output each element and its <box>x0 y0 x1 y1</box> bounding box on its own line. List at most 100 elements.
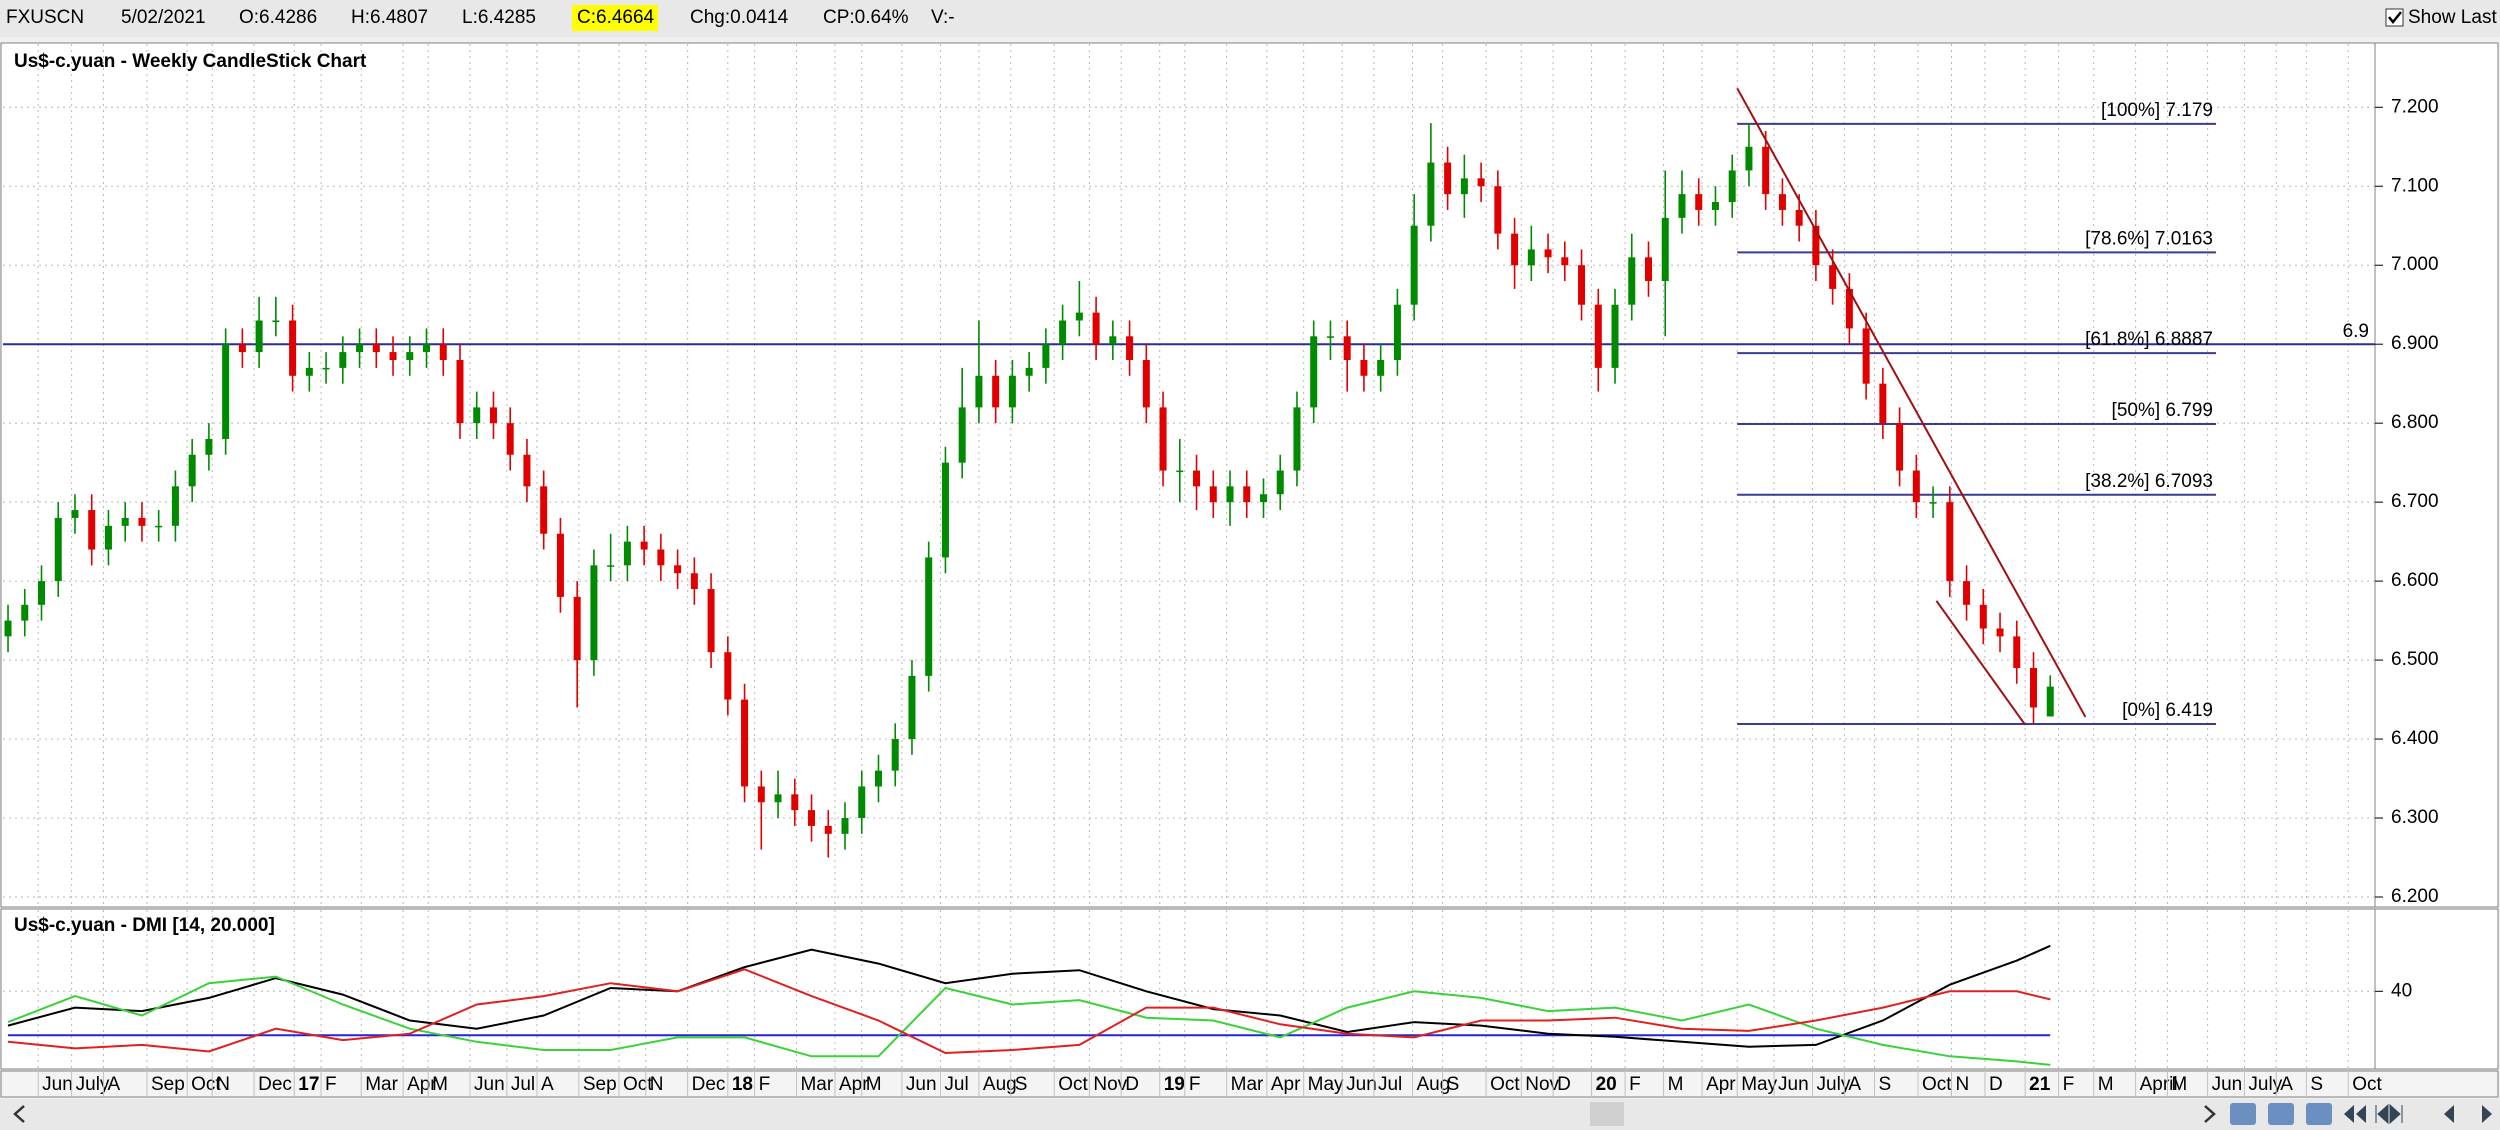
x-tick-label: Apr <box>1706 1074 1736 1095</box>
candle-body <box>439 344 447 360</box>
candle-body <box>1896 423 1904 471</box>
candle-body <box>389 352 397 360</box>
y-tick-label: 6.500 <box>2391 649 2439 670</box>
candle-body <box>1176 470 1184 473</box>
candle-body <box>925 557 933 676</box>
show-last-label[interactable]: Show Last <box>2408 7 2497 28</box>
y-tick-label: 7.000 <box>2391 254 2439 275</box>
prev-icon[interactable] <box>2444 1105 2454 1123</box>
candle-body <box>1963 581 1971 605</box>
x-tick-label: Oct <box>1922 1074 1952 1095</box>
scroll-left[interactable] <box>13 1105 25 1123</box>
y-tick-label: 7.200 <box>2391 96 2439 117</box>
x-tick-label: S <box>1878 1074 1891 1095</box>
candle-body <box>1862 328 1870 384</box>
high-value: H:6.4807 <box>351 7 428 28</box>
x-tick-label: Sep <box>583 1074 617 1095</box>
candle-body <box>841 818 849 834</box>
candle-body <box>1142 359 1150 408</box>
candle-body <box>322 367 330 370</box>
candle-body <box>941 462 949 558</box>
candle-body <box>1193 470 1201 487</box>
scroll-thumb[interactable] <box>1590 1102 1624 1126</box>
candle-body <box>473 407 481 424</box>
x-tick-label: Aug <box>983 1074 1017 1095</box>
x-tick-label: F <box>1629 1074 1641 1095</box>
zoom-out-icon[interactable] <box>2268 1103 2294 1125</box>
candle-body <box>1544 249 1552 258</box>
scrollbar[interactable] <box>0 1099 2500 1130</box>
next-icon[interactable] <box>2482 1105 2492 1123</box>
candle-body <box>1059 320 1067 345</box>
candle-body <box>774 794 782 803</box>
candle-body <box>1444 162 1452 195</box>
x-tick-label: Oct <box>2352 1074 2382 1095</box>
candle-body <box>1042 344 1050 368</box>
x-tick-label: F <box>759 1074 771 1095</box>
candle-body <box>540 486 548 534</box>
candle-body <box>1527 249 1535 266</box>
fit-icon[interactable] <box>2375 1103 2403 1125</box>
x-tick-label: S <box>2310 1074 2323 1095</box>
candle-body <box>1929 502 1937 504</box>
zoom-icon[interactable] <box>2230 1103 2256 1125</box>
volume-value: V:- <box>931 7 955 28</box>
fib-label: [100%] 7.179 <box>2101 100 2213 121</box>
checkmark <box>2388 11 2402 25</box>
price-title: Us$-c.yuan - Weekly CandleStick Chart <box>14 51 367 72</box>
x-tick-label: D <box>1989 1074 2003 1095</box>
x-tick-label: 20 <box>1596 1074 1617 1095</box>
candle-body <box>858 786 866 819</box>
y-tick-label: 6.700 <box>2391 491 2439 512</box>
dmi-line <box>7 975 2051 1066</box>
candle-body <box>1979 604 1987 629</box>
candle-body <box>1778 194 1786 210</box>
candle-body <box>1226 486 1234 503</box>
candle-body <box>1879 383 1887 424</box>
x-tick-label: Oct <box>1490 1074 1520 1095</box>
dmi-title: Us$-c.yuan - DMI [14, 20.000] <box>14 915 275 936</box>
x-tick-label: S <box>1447 1074 1460 1095</box>
first-icon[interactable] <box>2344 1105 2366 1123</box>
dmi-line <box>7 944 2051 1048</box>
candle-body <box>1812 225 1820 266</box>
candle-body <box>724 652 732 700</box>
candle-body <box>1259 494 1267 503</box>
candle-body <box>1410 225 1418 305</box>
candle-body <box>1310 336 1318 408</box>
x-tick-label: May <box>1741 1074 1777 1095</box>
y-tick-label: 6.600 <box>2391 570 2439 591</box>
candle-body <box>238 344 246 353</box>
candle-body <box>1762 146 1770 195</box>
candle-body <box>305 367 313 376</box>
trend-line <box>1736 87 2087 718</box>
candle-body <box>1611 304 1619 368</box>
candle-body <box>1578 265 1586 305</box>
x-tick-label: Dec <box>258 1074 292 1095</box>
x-tick-label: Jun <box>1346 1074 1377 1095</box>
candle-body <box>1996 628 2004 637</box>
candle-body <box>1745 146 1753 171</box>
x-tick-label: A <box>107 1074 120 1095</box>
x-tick-label: July <box>2248 1074 2282 1095</box>
candle-body <box>1126 336 1134 360</box>
x-tick-label: Mar <box>365 1074 398 1095</box>
candle-body <box>1460 178 1468 195</box>
candle-body <box>155 525 163 528</box>
candle-body <box>1594 304 1602 368</box>
candle-body <box>623 541 631 566</box>
candle-body <box>1711 202 1719 210</box>
x-tick-label: M <box>866 1074 882 1095</box>
x-tick-label: Jun <box>42 1074 73 1095</box>
candle-body <box>1092 312 1100 345</box>
candle-body <box>1326 336 1334 338</box>
scroll-right[interactable] <box>2204 1105 2216 1123</box>
candle-body <box>423 344 431 353</box>
candle-body <box>1360 359 1368 376</box>
price-panel <box>0 42 2499 908</box>
candle-body <box>1109 336 1117 345</box>
settings-icon[interactable] <box>2306 1103 2332 1125</box>
x-tick-label: A <box>541 1074 554 1095</box>
x-tick-label: Jun <box>906 1074 937 1095</box>
toolbar-icons <box>2230 1103 2492 1125</box>
